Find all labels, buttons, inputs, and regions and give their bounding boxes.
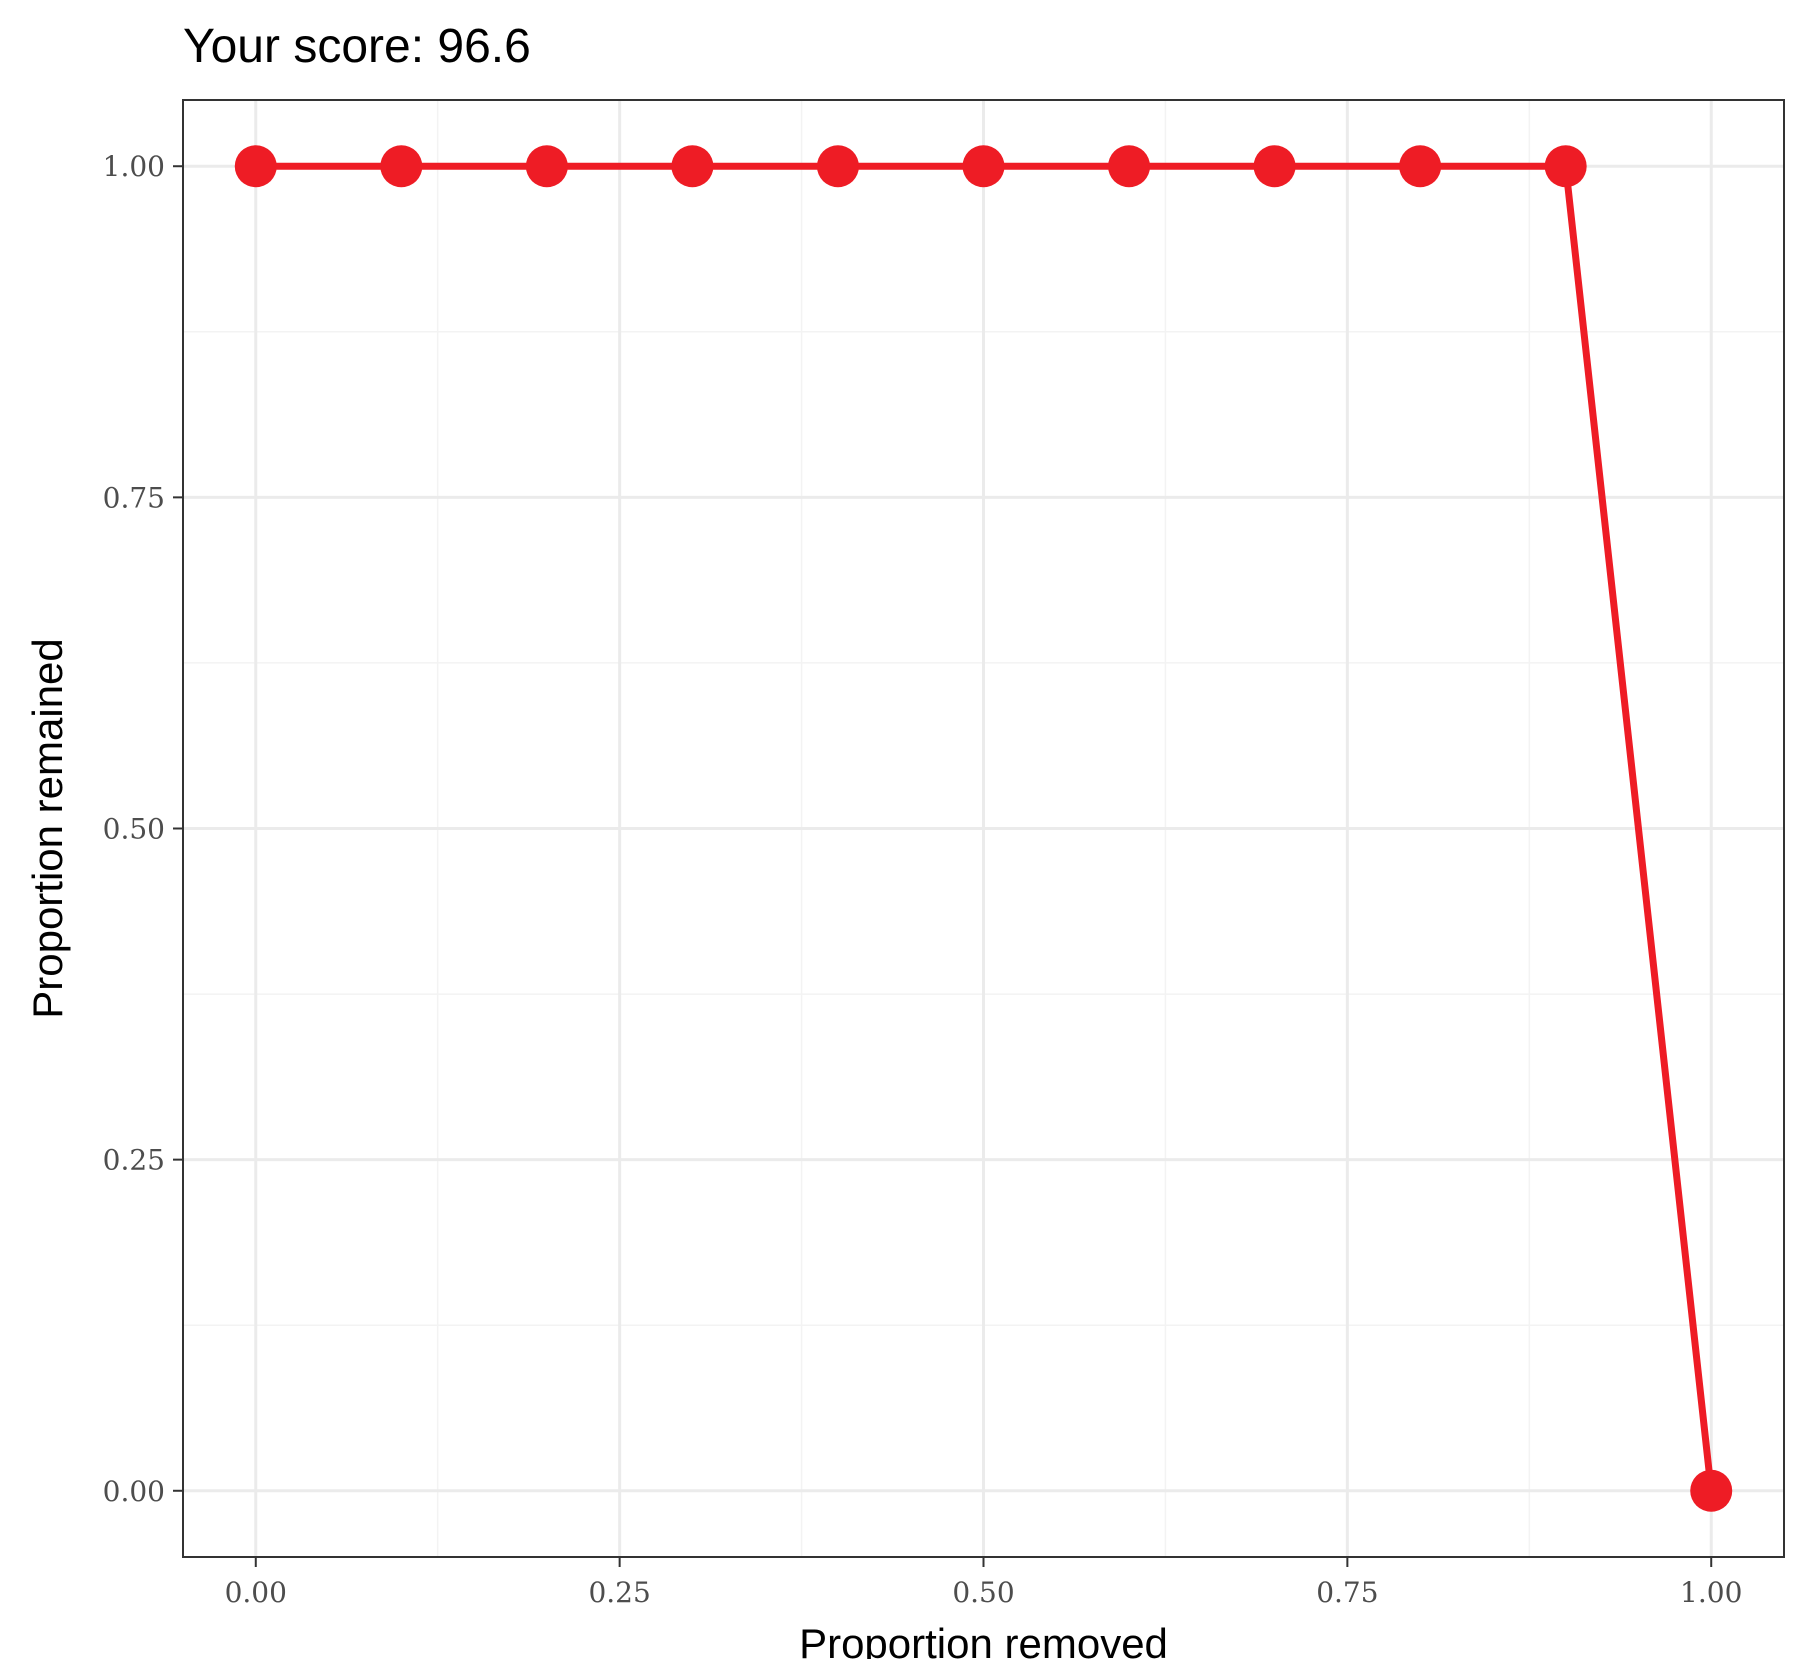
data-point	[1108, 145, 1151, 188]
y-axis-label: Proportion remained	[24, 638, 71, 1019]
y-tick-label: 0.25	[103, 1144, 165, 1177]
data-point	[1544, 145, 1587, 188]
chart-title: Your score: 96.6	[183, 20, 531, 73]
x-tick-label: 1.00	[1680, 1576, 1742, 1609]
y-tick-label: 0.50	[103, 813, 165, 846]
tick-layer: 0.00 0.25 0.50 0.75 1.00 0.00 0.25 0.50 0.75 1.00	[103, 150, 1743, 1609]
point-layer	[234, 145, 1733, 1512]
x-tick-label: 0.00	[225, 1576, 287, 1609]
x-tick-label: 0.75	[1316, 1576, 1378, 1609]
y-tick-label: 1.00	[103, 150, 165, 183]
x-tick-label: 0.25	[588, 1576, 650, 1609]
data-point	[1253, 145, 1296, 188]
x-axis-label: Proportion removed	[799, 1620, 1168, 1659]
y-tick-label: 0.75	[103, 481, 165, 514]
data-point	[671, 145, 714, 188]
data-point	[816, 145, 859, 188]
data-point	[962, 145, 1005, 188]
data-point	[380, 145, 423, 188]
data-point	[1399, 145, 1442, 188]
x-tick-label: 0.50	[952, 1576, 1014, 1609]
y-tick-label: 0.00	[103, 1475, 165, 1508]
grid-layer	[183, 100, 1784, 1557]
data-point	[234, 145, 277, 188]
data-point	[525, 145, 568, 188]
data-point	[1690, 1469, 1733, 1512]
